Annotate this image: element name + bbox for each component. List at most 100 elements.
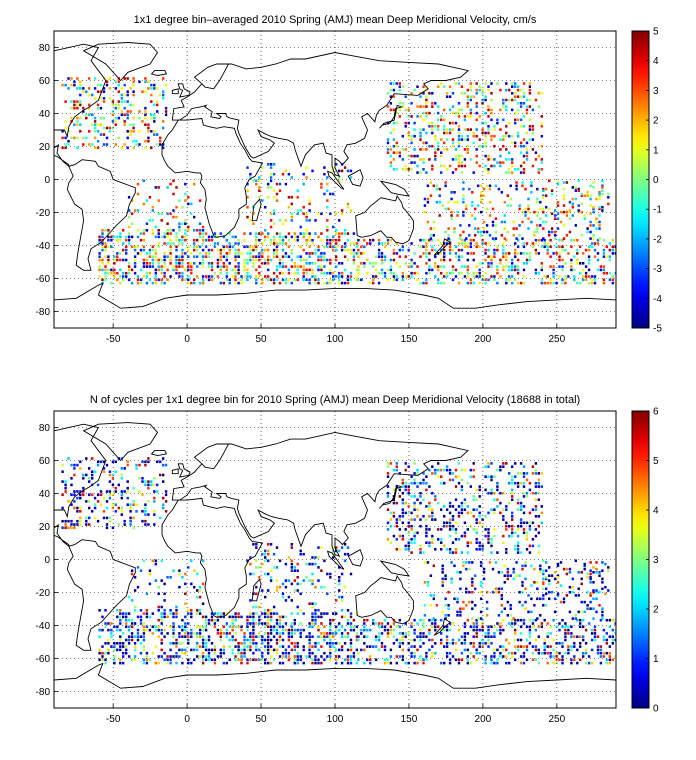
data-cell bbox=[429, 181, 433, 184]
data-cell bbox=[478, 262, 481, 265]
data-cell bbox=[561, 655, 564, 658]
data-cell bbox=[144, 460, 147, 464]
data-cell bbox=[519, 252, 523, 255]
data-cell bbox=[184, 192, 187, 196]
data-cell bbox=[141, 519, 144, 523]
data-cell bbox=[181, 651, 184, 655]
data-cell bbox=[377, 238, 381, 242]
data-cell bbox=[147, 139, 150, 143]
data-cell bbox=[290, 281, 293, 285]
data-cell bbox=[475, 528, 478, 531]
data-cell bbox=[317, 255, 320, 258]
data-cell bbox=[445, 138, 449, 141]
data-cell bbox=[519, 508, 523, 511]
data-cell bbox=[410, 638, 413, 642]
data-cell bbox=[284, 219, 288, 222]
data-cell bbox=[153, 87, 156, 90]
data-cell bbox=[440, 164, 443, 168]
data-cell bbox=[157, 605, 160, 609]
data-cell bbox=[181, 625, 184, 629]
data-cell bbox=[540, 121, 543, 125]
data-cell bbox=[181, 258, 184, 262]
data-cell bbox=[487, 531, 490, 535]
data-cell bbox=[207, 275, 211, 278]
data-cell bbox=[516, 88, 520, 92]
data-cell bbox=[151, 559, 154, 563]
data-cell bbox=[133, 635, 137, 638]
data-cell bbox=[352, 625, 356, 629]
data-cell bbox=[136, 615, 140, 619]
data-cell bbox=[499, 108, 502, 112]
data-cell bbox=[159, 93, 162, 97]
data-cell bbox=[472, 468, 475, 472]
data-cell bbox=[302, 232, 305, 235]
data-cell bbox=[311, 658, 314, 662]
data-cell bbox=[459, 577, 462, 581]
data-cell bbox=[598, 574, 601, 577]
data-cell bbox=[255, 658, 258, 662]
data-cell bbox=[360, 632, 363, 635]
data-cell bbox=[502, 255, 505, 258]
data-cell bbox=[108, 87, 112, 90]
data-cell bbox=[225, 275, 228, 278]
data-cell bbox=[468, 234, 471, 237]
data-cell bbox=[505, 551, 508, 554]
data-cell bbox=[462, 561, 465, 564]
data-cell bbox=[574, 617, 577, 620]
data-cell bbox=[389, 258, 393, 262]
data-cell bbox=[70, 100, 73, 103]
data-cell bbox=[395, 468, 398, 472]
data-cell bbox=[169, 212, 172, 216]
data-cell bbox=[471, 617, 474, 620]
data-cell bbox=[485, 207, 489, 211]
data-cell bbox=[243, 648, 246, 652]
data-cell bbox=[514, 268, 517, 272]
data-cell bbox=[514, 475, 517, 478]
data-cell bbox=[531, 538, 535, 541]
data-cell bbox=[317, 278, 320, 282]
data-cell bbox=[302, 172, 305, 176]
data-cell bbox=[162, 496, 165, 500]
data-cell bbox=[125, 615, 128, 619]
data-cell bbox=[240, 278, 243, 282]
data-cell bbox=[386, 635, 390, 638]
data-cell bbox=[340, 232, 344, 235]
data-cell bbox=[114, 116, 117, 120]
data-cell bbox=[445, 508, 449, 511]
data-cell bbox=[111, 503, 115, 506]
data-cell bbox=[320, 615, 323, 619]
data-cell bbox=[599, 661, 603, 665]
data-cell bbox=[237, 265, 240, 268]
data-cell bbox=[589, 194, 592, 197]
data-cell bbox=[511, 134, 514, 138]
data-cell bbox=[539, 207, 542, 211]
data-cell bbox=[465, 207, 468, 211]
data-cell bbox=[576, 618, 579, 622]
data-cell bbox=[249, 599, 252, 602]
data-cell bbox=[556, 182, 560, 186]
data-cell bbox=[290, 196, 293, 199]
data-cell bbox=[592, 234, 595, 237]
data-cell bbox=[234, 638, 237, 642]
data-cell bbox=[540, 521, 543, 525]
data-cell bbox=[116, 625, 119, 629]
data-cell bbox=[466, 541, 469, 544]
data-cell bbox=[98, 238, 101, 242]
data-cell bbox=[472, 622, 475, 625]
data-cell bbox=[413, 154, 416, 158]
data-cell bbox=[472, 271, 475, 275]
data-cell bbox=[181, 265, 184, 268]
data-cell bbox=[592, 590, 595, 594]
data-cell bbox=[605, 245, 608, 249]
data-cell bbox=[407, 544, 410, 548]
data-cell bbox=[482, 571, 486, 574]
data-cell bbox=[502, 491, 505, 495]
data-cell bbox=[116, 609, 119, 612]
data-cell bbox=[267, 543, 270, 546]
data-cell bbox=[346, 618, 350, 622]
data-cell bbox=[496, 648, 499, 652]
data-cell bbox=[491, 224, 495, 227]
data-cell bbox=[392, 511, 396, 515]
data-cell bbox=[582, 278, 585, 282]
data-cell bbox=[125, 235, 128, 239]
